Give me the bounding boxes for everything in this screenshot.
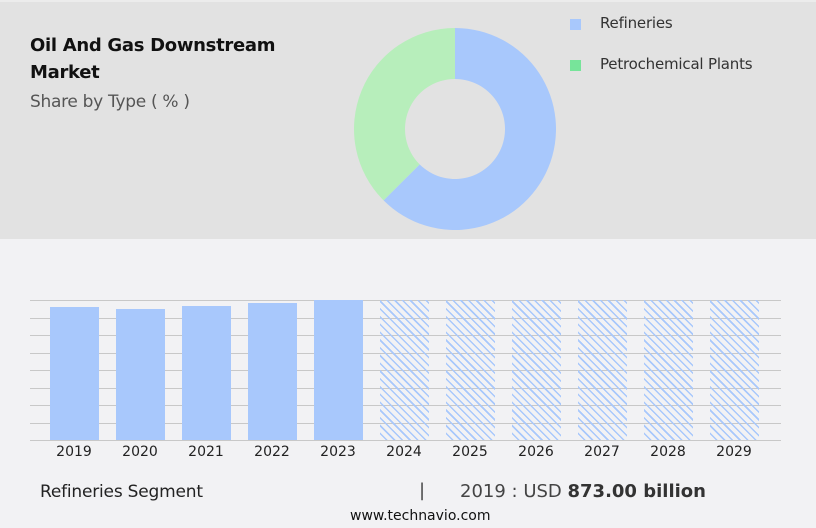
forecast-bar-2026[interactable] [512, 300, 561, 440]
segment-label: Refineries Segment [40, 482, 203, 502]
x-axis-label: 2023 [320, 444, 356, 460]
footer-separator: | [419, 480, 426, 501]
legend-label-refineries: Refineries [600, 14, 673, 32]
forecast-bar-2027[interactable] [578, 300, 627, 440]
bar-2021[interactable] [182, 306, 231, 440]
x-axis-label: 2019 [56, 444, 92, 460]
x-axis-label: 2025 [452, 444, 488, 460]
segment-value: 2019 : USD 873.00 billion [460, 481, 706, 502]
x-axis-label: 2028 [650, 444, 686, 460]
bar-2019[interactable] [50, 307, 99, 440]
top-edge [0, 0, 816, 2]
source-url: www.technavio.com [350, 508, 491, 524]
segment-value-prefix: 2019 : USD [460, 481, 568, 502]
legend-swatch-refineries [570, 19, 581, 30]
forecast-bar-2028[interactable] [644, 300, 693, 440]
segment-value-amount: 873.00 billion [567, 481, 706, 502]
x-axis-label: 2029 [716, 444, 752, 460]
chart-subtitle: Share by Type ( % ) [30, 92, 190, 112]
donut-chart [354, 28, 556, 230]
x-axis-label: 2020 [122, 444, 158, 460]
bar-2023[interactable] [314, 300, 363, 440]
bar-chart: 2019 2020 2021 2022 2023 2024 2025 2026 2027 2028… [0, 239, 816, 469]
x-axis-label: 2021 [188, 444, 224, 460]
top-panel: Oil And Gas Downstream Market Share by T… [0, 0, 816, 239]
donut-slice-petrochemical-plants[interactable] [354, 28, 455, 201]
x-axis-label: 2022 [254, 444, 290, 460]
title-line-1: Oil And Gas Downstream [30, 35, 276, 56]
gridline [30, 440, 781, 441]
x-axis-label: 2024 [386, 444, 422, 460]
forecast-bar-2025[interactable] [446, 300, 495, 440]
forecast-bar-2024[interactable] [380, 300, 429, 440]
chart-title: Oil And Gas Downstream Market [30, 32, 275, 86]
donut-slice-refineries[interactable] [383, 28, 556, 230]
bar-2020[interactable] [116, 309, 165, 440]
x-axis-label: 2026 [518, 444, 554, 460]
title-line-2: Market [30, 62, 100, 83]
bar-2022[interactable] [248, 303, 297, 440]
legend-label-petrochemical-plants: Petrochemical Plants [600, 55, 753, 73]
forecast-bar-2029[interactable] [710, 300, 759, 440]
x-axis-label: 2027 [584, 444, 620, 460]
legend-swatch-petrochemical-plants [570, 60, 581, 71]
